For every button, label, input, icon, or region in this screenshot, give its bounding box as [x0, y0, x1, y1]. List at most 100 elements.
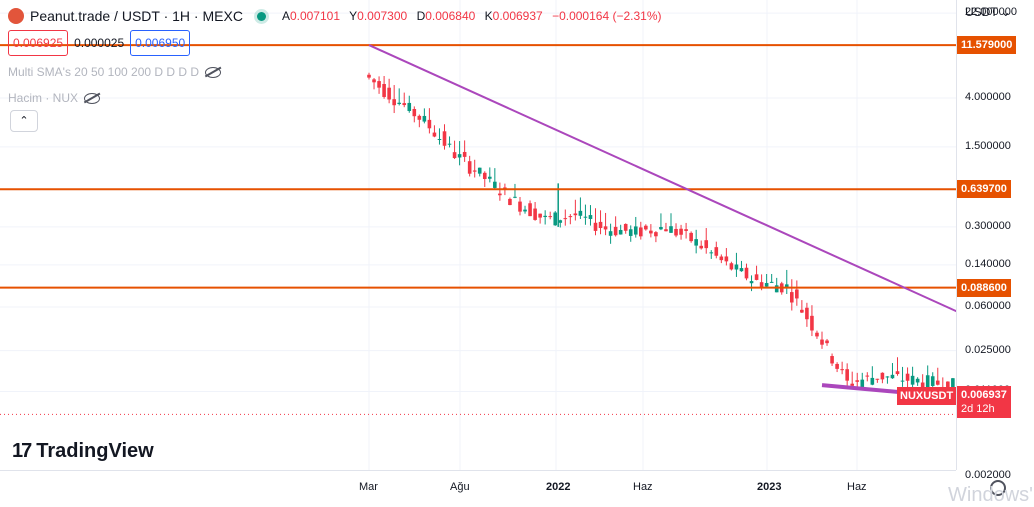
candle-body	[654, 232, 658, 237]
candle-body	[925, 375, 930, 390]
candle-body	[759, 282, 764, 288]
hidden-eye-icon[interactable]	[84, 92, 101, 104]
candle-body	[795, 289, 799, 299]
candle-body	[417, 115, 422, 120]
candle-body	[452, 152, 457, 159]
candle-body	[850, 383, 854, 386]
symbol-price-tag: NUXUSDT	[897, 387, 957, 405]
candle-body	[467, 161, 472, 174]
price-tick-label: 1.500000	[965, 139, 1011, 152]
candle-body	[709, 252, 714, 254]
candle-body	[472, 170, 477, 172]
level-price-label: 0.639700	[957, 180, 1011, 199]
market-status-icon[interactable]	[256, 11, 266, 21]
candle-body	[397, 102, 401, 105]
candle-body	[623, 223, 628, 231]
price-tick-label: 22.000000	[965, 6, 1017, 19]
candle-body	[508, 198, 512, 206]
candle-body	[875, 378, 880, 380]
candle-body	[639, 227, 643, 237]
price-chart[interactable]	[0, 0, 956, 470]
windows-watermark: Windows'	[948, 484, 1033, 506]
ask-price[interactable]: 0.006950	[130, 30, 191, 56]
currency-selector[interactable]: USDT ⌄	[965, 5, 1011, 19]
tradingview-logo[interactable]: 17 TradingView	[12, 440, 154, 462]
candle-body	[498, 193, 502, 196]
collapse-legend-button[interactable]: ⌃	[10, 110, 38, 132]
candle-body	[870, 377, 875, 385]
candle-body	[910, 375, 915, 385]
resistance-trendline	[368, 44, 956, 313]
candle-body	[488, 176, 492, 179]
candle-body	[553, 212, 558, 226]
symbol-title[interactable]: Peanut.trade / USDT · 1H · MEXC	[30, 8, 243, 24]
spread-value: 0.000025	[74, 36, 125, 50]
price-tick-label: 0.140000	[965, 257, 1011, 270]
level-price-label: 0.088600	[957, 278, 1011, 297]
candle-body	[633, 226, 638, 235]
candle-body	[704, 240, 709, 249]
candle-body	[860, 379, 865, 388]
candle-body	[664, 229, 668, 232]
candle-body	[729, 263, 734, 270]
candle-body	[493, 181, 497, 188]
ohlc-values: A0.007101 Y0.007300 D0.006840 K0.006937 …	[281, 9, 662, 23]
candle-body	[855, 380, 860, 382]
candle-body	[613, 226, 618, 236]
candle-body	[568, 216, 573, 218]
support-trendline	[821, 383, 956, 400]
candle-body	[825, 340, 829, 344]
time-scale[interactable]	[0, 470, 956, 507]
candle-body	[810, 315, 814, 331]
candle-body	[427, 119, 432, 129]
candle-body	[684, 229, 688, 231]
chart-pane[interactable]	[0, 0, 956, 470]
time-tick-label: Mar	[359, 481, 378, 493]
candle-body	[815, 332, 819, 337]
candle-body	[880, 372, 885, 380]
candle-body	[457, 154, 462, 158]
chart-legend: Peanut.trade / USDT · 1H · MEXC A0.00710…	[8, 6, 667, 108]
time-tick-label: Haz	[633, 481, 653, 493]
chevron-up-icon: ⌃	[19, 115, 29, 127]
settings-gear-icon[interactable]	[990, 480, 1006, 496]
candle-body	[518, 201, 522, 212]
bid-price[interactable]: 0.006925	[8, 30, 69, 56]
price-tick-label: 0.300000	[965, 219, 1011, 232]
candle-body	[739, 268, 744, 272]
tradingview-logo-icon: 17	[12, 440, 32, 462]
indicator-volume[interactable]: Hacim · NUX	[8, 88, 667, 108]
candle-body	[845, 369, 849, 381]
candle-body	[699, 245, 703, 249]
candle-body	[412, 108, 417, 117]
candle-body	[543, 215, 547, 218]
candle-body	[432, 132, 437, 137]
candle-body	[528, 203, 532, 217]
time-tick-label: Ağu	[450, 481, 470, 493]
candle-body	[754, 274, 759, 280]
candle-body	[603, 226, 608, 230]
price-tick-label: 0.002000	[965, 469, 1011, 482]
candle-body	[442, 131, 447, 146]
candle-body	[694, 239, 698, 246]
price-scale[interactable]	[956, 0, 1034, 470]
candle-body	[538, 213, 542, 218]
candle-body	[548, 216, 552, 218]
hidden-eye-icon[interactable]	[205, 66, 222, 78]
indicator-sma[interactable]: Multi SMA's 20 50 100 200 D D D D	[8, 62, 667, 82]
candle-body	[598, 221, 603, 229]
current-price-label: 0.006937 2d 12h	[957, 386, 1011, 418]
candle-body	[437, 138, 442, 140]
candle-body	[367, 74, 371, 78]
change-value: −0.000164 (−2.31%)	[552, 9, 662, 23]
candle-body	[820, 339, 824, 345]
candle-body	[724, 256, 729, 262]
candle-body	[477, 167, 482, 174]
candle-body	[422, 115, 427, 122]
candle-body	[674, 228, 678, 236]
candle-body	[563, 218, 568, 220]
candle-body	[920, 382, 925, 388]
candle-body	[659, 227, 663, 230]
symbol-logo-icon[interactable]	[8, 8, 24, 24]
candle-body	[744, 267, 749, 279]
